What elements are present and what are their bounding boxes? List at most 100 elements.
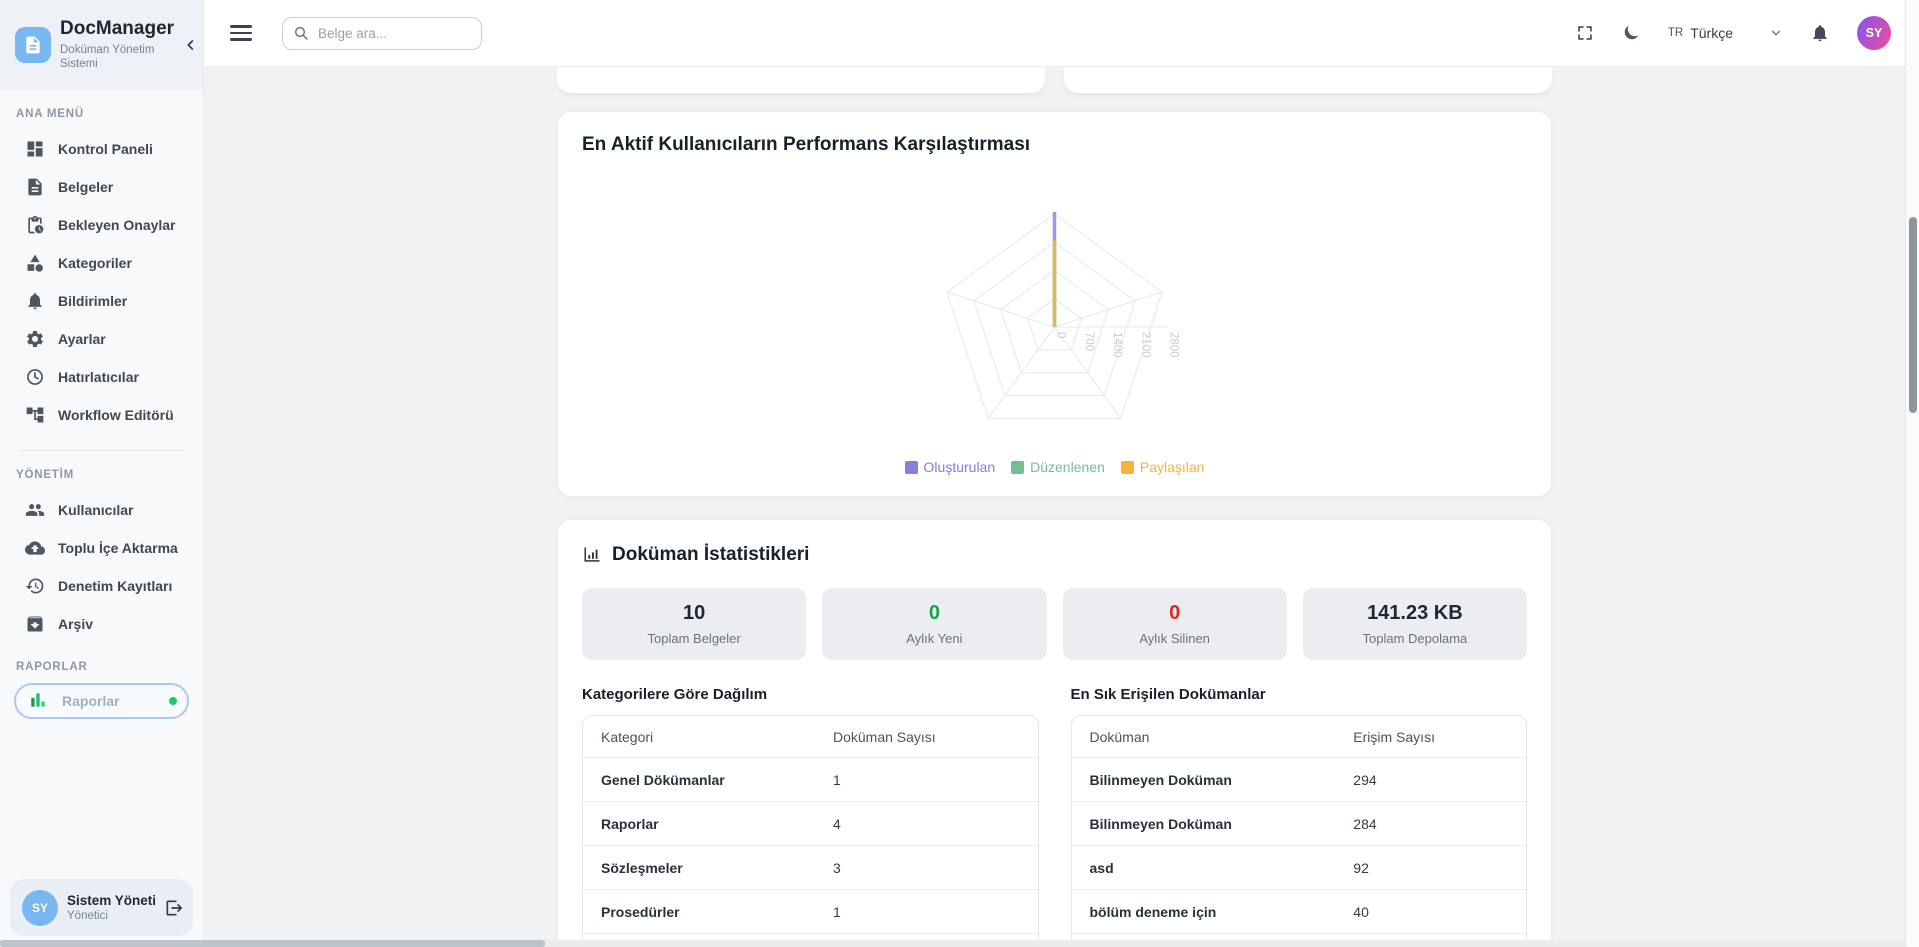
sidebar-item-label: Ayarlar	[58, 331, 106, 347]
sidebar-item-kategoriler[interactable]: Kategoriler	[12, 244, 191, 282]
logout-icon	[164, 898, 184, 918]
bell-icon	[1810, 23, 1830, 43]
legend-item[interactable]: Paylaşılan	[1120, 459, 1205, 475]
sidebar-item-label: Belgeler	[58, 179, 114, 195]
topbar-avatar[interactable]: SY	[1857, 16, 1891, 50]
horizontal-scrollbar[interactable]	[0, 940, 1905, 947]
column-header: Erişim Sayısı	[1353, 728, 1435, 745]
radar-chart-title: En Aktif Kullanıcıların Performans Karşı…	[582, 134, 1031, 155]
sidebar-item-label: Kontrol Paneli	[58, 141, 153, 157]
dashboard-icon	[25, 139, 45, 159]
language-name: Türkçe	[1690, 25, 1733, 41]
category-icon	[25, 253, 45, 273]
fullscreen-button[interactable]	[1576, 24, 1594, 42]
notifications-button[interactable]	[1810, 23, 1830, 43]
sidebar-nav: ANA MENÜ Kontrol Paneli Belgeler Bekleyen O…	[0, 108, 203, 719]
column-header: Kategori	[601, 728, 654, 745]
menu-toggle-button[interactable]	[230, 21, 252, 45]
bar-chart-icon	[582, 545, 602, 565]
table-cell-name: Bilinmeyen Doküman	[1089, 815, 1232, 832]
stat-value: 141.23 KB	[1367, 602, 1463, 624]
legend-item[interactable]: Düzenlenen	[1011, 459, 1105, 475]
sidebar-item-label: Hatırlatıcılar	[58, 369, 139, 385]
user-card[interactable]: SY Sistem Yöneti... Yönetici	[10, 879, 193, 936]
horizontal-scrollbar-thumb[interactable]	[0, 940, 545, 947]
sidebar-item-hatirlaticilar[interactable]: Hatırlatıcılar	[12, 358, 191, 396]
table-cell-name: Bilinmeyen Doküman	[1089, 771, 1232, 788]
stat-box: 10 Toplam Belgeler	[582, 588, 807, 660]
sidebar-item-kontrol-paneli[interactable]: Kontrol Paneli	[12, 130, 191, 168]
sidebar-item-ayarlar[interactable]: Ayarlar	[12, 320, 191, 358]
sidebar-collapse-button[interactable]	[183, 37, 199, 53]
sidebar-item-toplu-ice-aktarma[interactable]: Toplu İçe Aktarma	[12, 529, 191, 567]
vertical-scrollbar-thumb[interactable]	[1908, 217, 1917, 413]
sidebar-item-label: Workflow Editörü	[58, 407, 174, 423]
table-cell-name: Raporlar	[601, 815, 659, 832]
history-icon	[25, 576, 45, 596]
category-table: Kategori Doküman Sayısı Genel Dökümanlar 1 R…	[582, 715, 1039, 947]
category-distribution-section: Kategorilere Göre Dağılım Kategori Doküma…	[582, 686, 1039, 947]
chart-legend: Oluşturulan Düzenlenen Paylaşılan	[558, 459, 1551, 475]
sidebar-item-label: Arşiv	[58, 616, 94, 632]
table-row: bölüm deneme için 40	[1071, 889, 1526, 933]
logout-button[interactable]	[164, 898, 184, 918]
table-row: asd 92	[1071, 845, 1526, 889]
partial-card-right	[1064, 67, 1552, 93]
stat-label: Toplam Belgeler	[647, 631, 741, 646]
sidebar-item-arsiv[interactable]: Arşiv	[12, 605, 191, 643]
table-cell-value: 3	[832, 859, 841, 876]
table-row: doc document32	[1071, 933, 1526, 947]
user-name: Sistem Yöneti...	[67, 893, 155, 908]
topbar: TR Türkçe SY	[204, 0, 1919, 67]
document-icon	[25, 177, 45, 197]
chevron-left-icon	[183, 37, 199, 53]
table-row: Genel Dökümanlar 1	[583, 757, 1038, 801]
sidebar-item-label: Denetim Kayıtları	[58, 578, 173, 594]
access-table-title: En Sık Erişilen Dokümanlar	[1070, 686, 1266, 703]
sidebar-header: DocManager Doküman Yönetim Sistemi	[0, 0, 203, 90]
search-box[interactable]	[282, 16, 482, 50]
table-cell-name: Genel Dökümanlar	[601, 771, 725, 788]
language-code: TR	[1667, 27, 1684, 39]
sidebar-item-label: Kullanıcılar	[58, 502, 134, 518]
stat-label: Aylık Yeni	[906, 631, 963, 646]
status-dot	[169, 697, 177, 705]
sidebar-item-bekleyen-onaylar[interactable]: Bekleyen Onaylar	[12, 206, 191, 244]
search-input[interactable]	[316, 24, 456, 42]
table-header-row: Kategori Doküman Sayısı	[583, 716, 1038, 757]
legend-item[interactable]: Oluşturulan	[904, 459, 995, 475]
table-row: Raporlar 4	[583, 801, 1038, 845]
nav-divider	[18, 450, 185, 451]
table-cell-value: 1	[832, 771, 841, 788]
sidebar-item-kullanicilar[interactable]: Kullanıcılar	[12, 491, 191, 529]
sidebar-item-workflow-editoru[interactable]: Workflow Editörü	[12, 396, 191, 434]
table-cell-name: asd	[1089, 859, 1114, 876]
document-icon	[23, 35, 43, 55]
archive-icon	[25, 614, 45, 634]
dark-mode-toggle[interactable]	[1621, 23, 1641, 43]
language-selector[interactable]: TR Türkçe	[1668, 25, 1783, 41]
most-accessed-section: En Sık Erişilen Dokümanlar Doküman Erişim…	[1070, 686, 1527, 947]
sidebar-item-denetim-kayitlari[interactable]: Denetim Kayıtları	[12, 567, 191, 605]
sidebar-item-bildirimler[interactable]: Bildirimler	[12, 282, 191, 320]
table-cell-value: 284	[1353, 815, 1377, 832]
svg-text:2100: 2100	[1139, 332, 1151, 358]
sidebar-item-label: Bekleyen Onaylar	[58, 217, 176, 233]
table-header-row: Doküman Erişim Sayısı	[1072, 716, 1527, 757]
app-logo	[15, 27, 51, 63]
sidebar-item-belgeler[interactable]: Belgeler	[12, 168, 191, 206]
sidebar-item-raporlar[interactable]: Raporlar	[14, 683, 189, 719]
bell-icon	[25, 291, 45, 311]
bar-chart-icon	[29, 691, 49, 711]
access-table: Doküman Erişim Sayısı Bilinmeyen Doküman 29…	[1070, 715, 1527, 947]
nav-section-label: ANA MENÜ	[16, 108, 84, 120]
legend-swatch	[1120, 460, 1134, 474]
vertical-scrollbar[interactable]	[1905, 0, 1919, 947]
stat-value: 0	[928, 602, 940, 624]
search-icon	[293, 25, 309, 41]
stat-label: Aylık Silinen	[1139, 631, 1210, 646]
user-avatar: SY	[22, 889, 58, 926]
table-row: Prosedürler 1	[583, 889, 1038, 933]
legend-label: Paylaşılan	[1139, 459, 1205, 475]
table-row: Bilinmeyen Doküman 284	[1071, 801, 1526, 845]
